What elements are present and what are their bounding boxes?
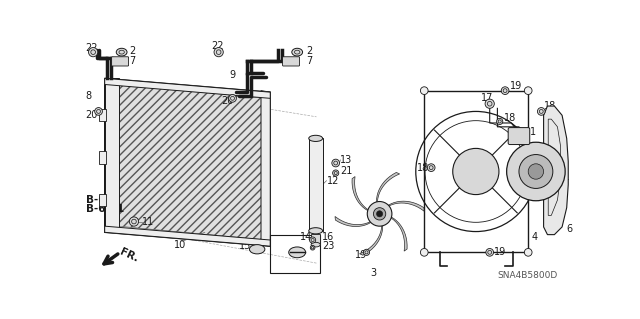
Circle shape <box>538 108 545 115</box>
Text: 2: 2 <box>307 46 313 56</box>
Text: 19: 19 <box>509 81 522 91</box>
Ellipse shape <box>289 247 306 258</box>
Text: FR.: FR. <box>118 247 140 264</box>
Circle shape <box>420 87 428 94</box>
Text: 1: 1 <box>530 127 536 137</box>
Text: 9: 9 <box>230 70 236 80</box>
Text: 16: 16 <box>322 232 334 242</box>
Text: 17: 17 <box>481 93 493 103</box>
Circle shape <box>524 249 532 256</box>
Polygon shape <box>391 217 407 251</box>
Polygon shape <box>388 201 424 211</box>
Bar <box>424 91 528 252</box>
Bar <box>270 235 320 273</box>
Text: 2: 2 <box>129 46 136 56</box>
Text: 18: 18 <box>543 101 556 111</box>
Bar <box>311 234 320 245</box>
Polygon shape <box>105 78 270 246</box>
Ellipse shape <box>311 242 320 247</box>
Circle shape <box>88 48 98 57</box>
Text: 22: 22 <box>211 41 223 51</box>
Bar <box>99 152 106 164</box>
Polygon shape <box>105 226 270 246</box>
Circle shape <box>367 202 392 226</box>
Circle shape <box>129 217 139 226</box>
Bar <box>308 138 323 231</box>
Text: 24: 24 <box>557 174 570 184</box>
Text: 22: 22 <box>86 42 98 53</box>
Bar <box>99 109 106 122</box>
Polygon shape <box>118 85 266 240</box>
Circle shape <box>507 142 565 201</box>
Circle shape <box>485 99 494 108</box>
Circle shape <box>376 211 383 217</box>
Polygon shape <box>376 173 399 202</box>
Text: SNA4B5800D: SNA4B5800D <box>497 271 557 280</box>
Circle shape <box>428 164 435 172</box>
Text: 11: 11 <box>141 217 154 226</box>
FancyBboxPatch shape <box>283 57 300 66</box>
Circle shape <box>332 159 340 167</box>
Circle shape <box>310 237 316 243</box>
Text: 7: 7 <box>307 56 313 66</box>
Bar <box>105 78 118 232</box>
Circle shape <box>528 164 543 179</box>
Circle shape <box>364 249 369 256</box>
Circle shape <box>452 148 499 195</box>
Ellipse shape <box>292 48 303 56</box>
Text: 18: 18 <box>504 113 516 123</box>
Text: 15: 15 <box>239 241 252 251</box>
Circle shape <box>333 170 339 176</box>
Circle shape <box>497 118 503 124</box>
Text: 21: 21 <box>340 166 353 176</box>
Text: 19: 19 <box>355 250 367 260</box>
Circle shape <box>486 249 493 256</box>
Text: 7: 7 <box>129 56 136 66</box>
Polygon shape <box>543 106 568 235</box>
Text: B-60: B-60 <box>86 195 113 205</box>
Circle shape <box>373 208 386 220</box>
Polygon shape <box>105 78 270 98</box>
Circle shape <box>501 87 509 94</box>
Text: 18: 18 <box>417 163 429 173</box>
Text: 20: 20 <box>86 110 98 120</box>
Ellipse shape <box>116 48 127 56</box>
FancyBboxPatch shape <box>111 57 129 66</box>
Text: 8: 8 <box>86 91 92 101</box>
Text: 6: 6 <box>566 224 573 234</box>
Polygon shape <box>335 216 371 226</box>
Text: 13: 13 <box>340 155 353 165</box>
Circle shape <box>228 94 236 102</box>
Text: 10: 10 <box>174 240 186 250</box>
FancyBboxPatch shape <box>508 128 530 145</box>
Text: 3: 3 <box>371 268 376 278</box>
Text: 23: 23 <box>322 241 334 251</box>
Circle shape <box>519 154 553 189</box>
Text: 5: 5 <box>559 197 565 207</box>
Text: 12: 12 <box>326 176 339 186</box>
Circle shape <box>310 245 315 250</box>
Text: 4: 4 <box>532 232 538 242</box>
Ellipse shape <box>308 228 323 234</box>
Text: 19: 19 <box>494 247 507 257</box>
Text: 14: 14 <box>300 232 312 242</box>
Circle shape <box>214 48 223 57</box>
Polygon shape <box>352 176 368 211</box>
Polygon shape <box>360 226 383 255</box>
Text: 20: 20 <box>221 96 234 107</box>
Circle shape <box>420 249 428 256</box>
Ellipse shape <box>250 245 265 254</box>
Circle shape <box>95 108 102 115</box>
Circle shape <box>524 87 532 94</box>
Ellipse shape <box>308 135 323 141</box>
Bar <box>99 194 106 206</box>
Text: B-60-1: B-60-1 <box>86 204 124 214</box>
Polygon shape <box>261 91 270 246</box>
